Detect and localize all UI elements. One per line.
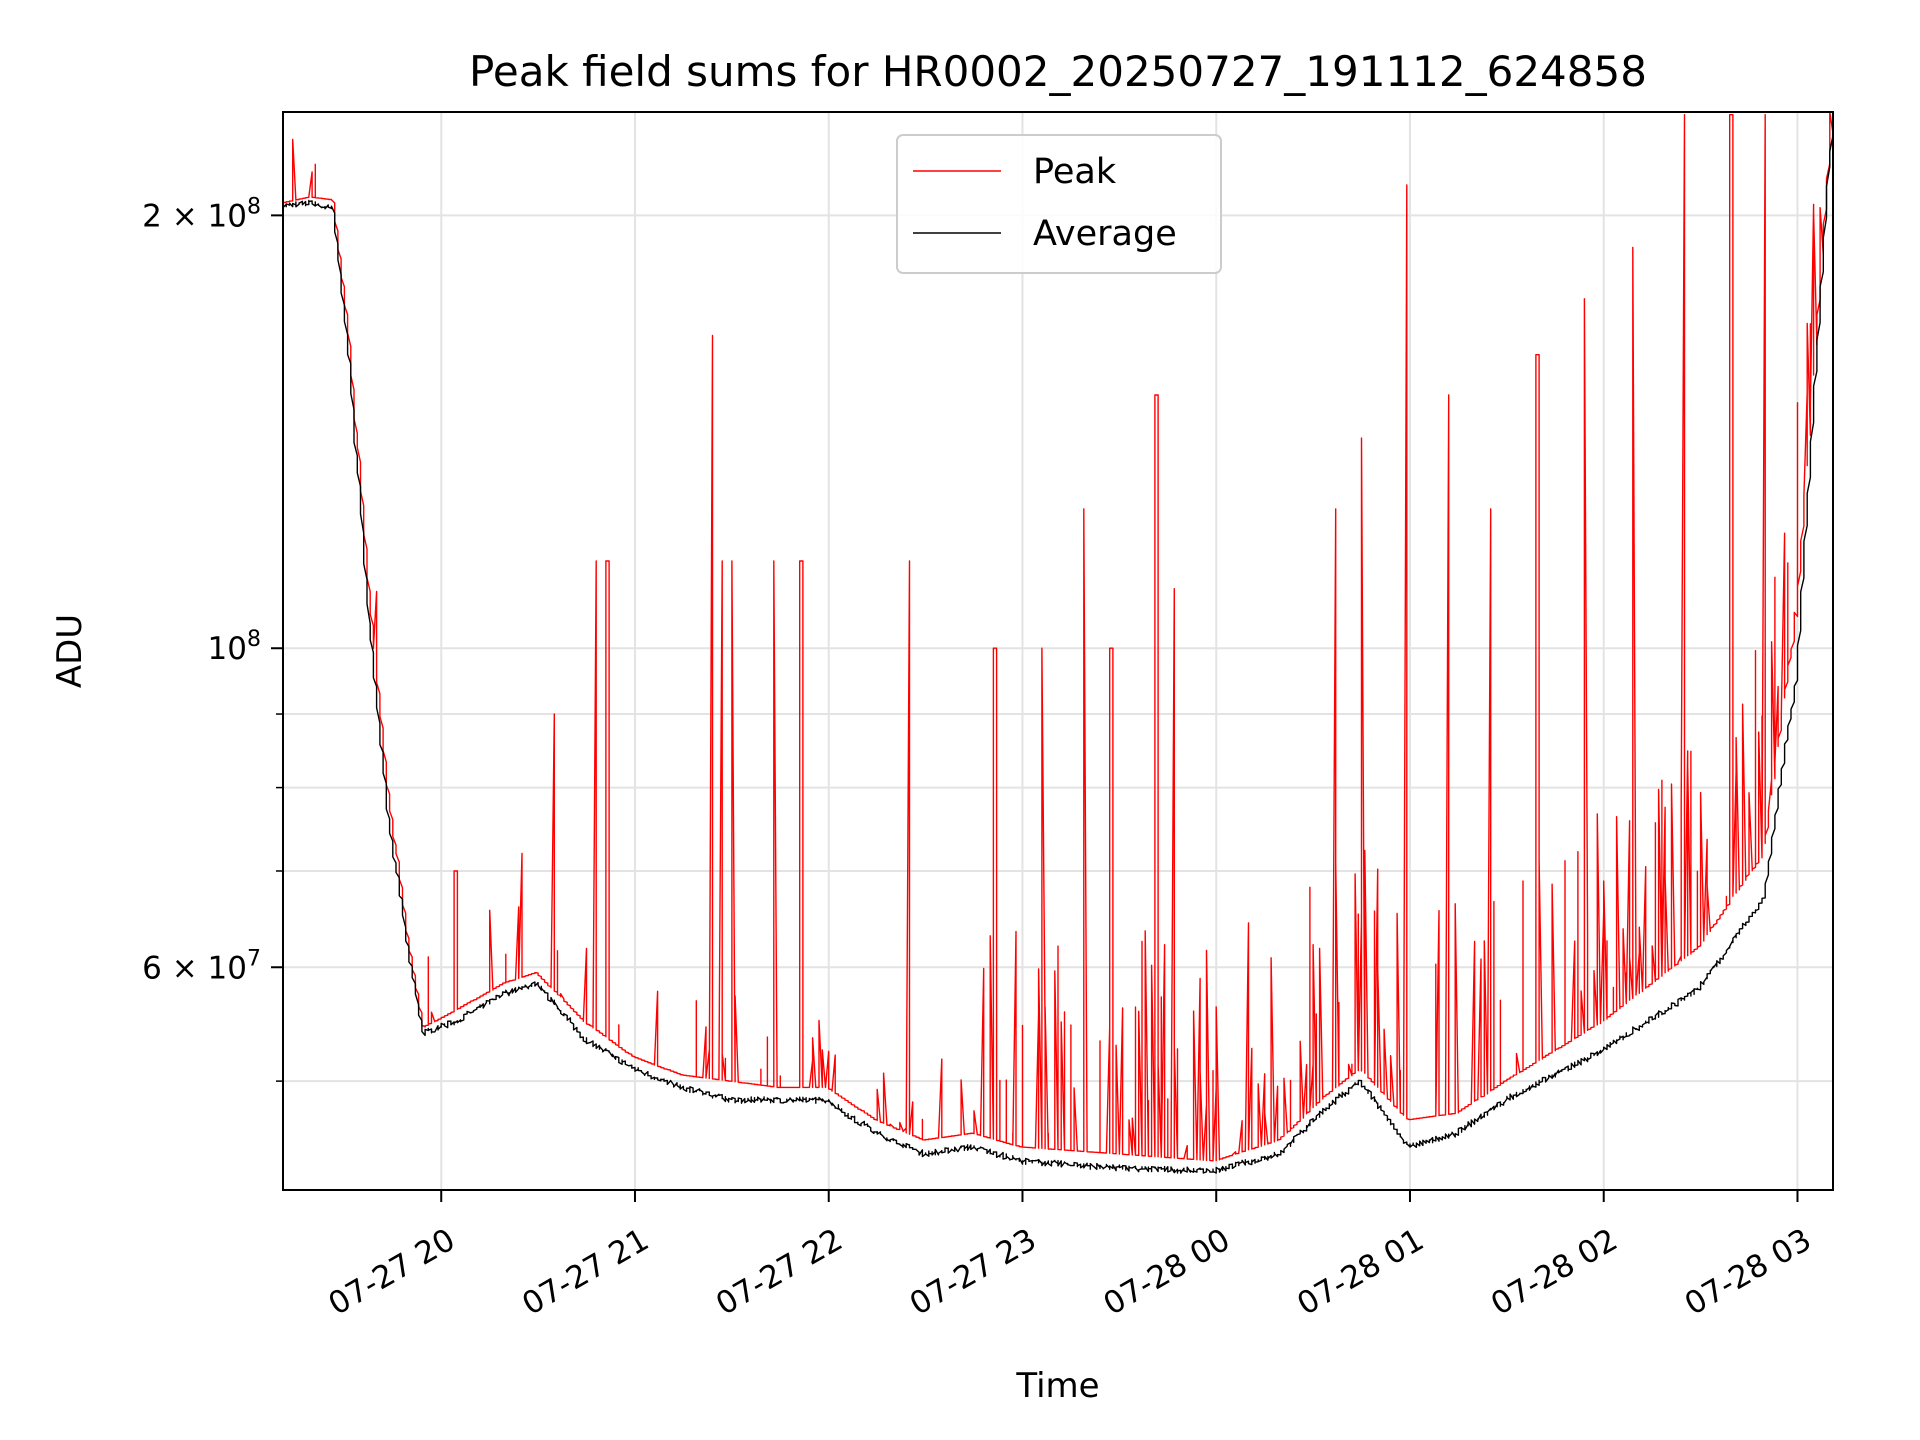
legend-average-label: Average [1033, 214, 1177, 254]
y-tick-label: 2 × 108 [142, 194, 261, 234]
peak-series-line [282, 111, 1834, 1162]
legend-box [896, 134, 1222, 274]
legend: Peak Average [896, 134, 1222, 274]
legend-peak-label: Peak [1033, 152, 1117, 192]
y-tick-label: 6 × 107 [142, 946, 261, 986]
y-tick-label: 108 [208, 627, 261, 667]
plot-frame [282, 111, 1834, 1191]
y-axis-label: ADU [50, 614, 90, 688]
average-series-line [282, 135, 1834, 1174]
x-axis-label: Time [1015, 1366, 1099, 1406]
y-axis-ticks: 2 × 108 108 6 × 107 [142, 194, 283, 1082]
plot-series [282, 111, 1834, 1174]
chart-title: Peak field sums for HR0002_20250727_1911… [469, 47, 1647, 96]
